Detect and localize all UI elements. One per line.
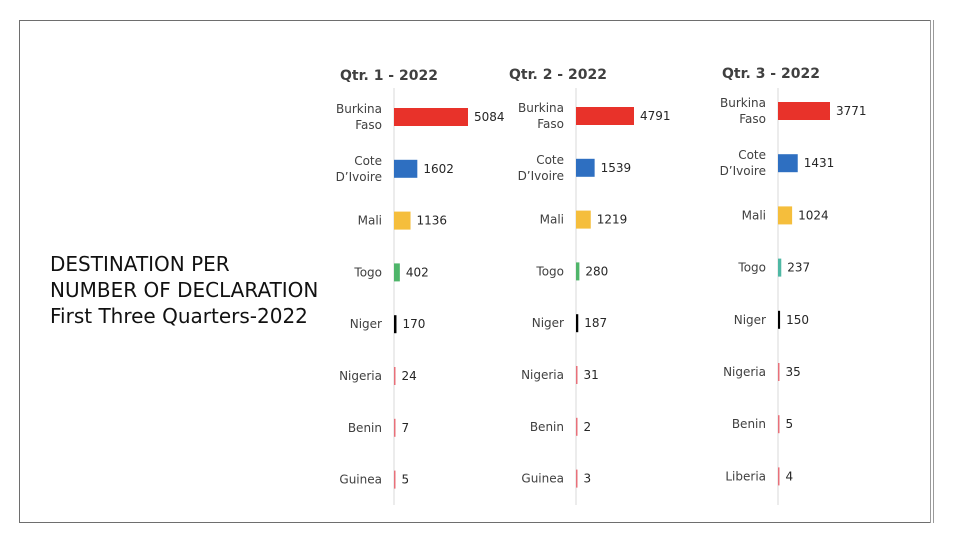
slide-frame-edge <box>930 20 934 523</box>
category-label: Burkina Faso <box>518 101 564 131</box>
bar <box>394 418 396 437</box>
bar <box>778 206 793 225</box>
data-label: 35 <box>786 365 801 379</box>
category-label: Togo <box>535 264 564 278</box>
data-label: 1136 <box>417 214 448 228</box>
category-label: Guinea <box>339 473 382 487</box>
data-label: 170 <box>402 317 425 331</box>
bar <box>576 314 579 333</box>
category-label: Nigeria <box>723 365 766 379</box>
bar <box>576 469 578 488</box>
data-label: 7 <box>402 421 410 435</box>
category-label: Cote D’Ivoire <box>336 154 382 184</box>
bar <box>576 417 578 436</box>
data-label: 5 <box>402 473 410 487</box>
chart-panel-q3: Qtr. 3 - 2022 Burkina Faso 3771 Cote D’Ivoire… <box>720 66 867 505</box>
category-label: Mali <box>540 213 564 227</box>
category-label: Mali <box>742 208 766 222</box>
data-label: 280 <box>585 264 608 278</box>
bar <box>394 367 396 385</box>
bar <box>576 366 578 384</box>
data-label: 2 <box>584 420 592 434</box>
data-label: 3 <box>584 472 592 486</box>
data-label: 4 <box>786 469 794 483</box>
data-label: 1602 <box>423 162 454 176</box>
bar <box>394 315 397 334</box>
bar <box>576 158 595 177</box>
bar <box>394 211 411 230</box>
category-label: Togo <box>737 261 766 275</box>
category-label: Liberia <box>725 469 766 483</box>
data-label: 5084 <box>474 110 505 124</box>
bar <box>394 470 396 489</box>
data-label: 402 <box>406 265 429 279</box>
category-label: Mali <box>358 214 382 228</box>
data-label: 1219 <box>597 213 628 227</box>
data-label: 237 <box>787 261 810 275</box>
data-label: 1539 <box>601 161 632 175</box>
heading-line-1: DESTINATION PER <box>50 252 230 276</box>
data-label: 1024 <box>798 208 829 222</box>
bar <box>576 107 634 125</box>
category-label: Cote D’Ivoire <box>518 153 564 183</box>
bar <box>778 102 830 120</box>
bar <box>778 154 798 173</box>
bar <box>778 310 781 329</box>
bar <box>394 159 418 178</box>
category-label: Niger <box>734 313 766 327</box>
panel-title: Qtr. 2 - 2022 <box>509 67 607 83</box>
chart-panel-q1: Qtr. 1 - 2022 Burkina Faso 5084 Cote D’Ivoire… <box>336 68 505 505</box>
category-label: Togo <box>353 265 382 279</box>
category-label: Guinea <box>521 472 564 486</box>
bar <box>778 467 780 486</box>
bar <box>576 210 591 229</box>
bar <box>576 262 580 281</box>
chart-panel-q2: Qtr. 2 - 2022 Burkina Faso 4791 Cote D’Ivoire… <box>509 67 671 505</box>
category-label: Burkina Faso <box>720 96 766 126</box>
category-label: Nigeria <box>339 369 382 383</box>
category-label: Benin <box>530 420 564 434</box>
bar <box>394 108 468 126</box>
category-label: Cote D’Ivoire <box>720 148 766 178</box>
slide-heading: DESTINATION PER NUMBER OF DECLARATION Fi… <box>50 251 318 329</box>
category-label: Burkina Faso <box>336 102 382 132</box>
data-label: 150 <box>786 313 809 327</box>
data-label: 4791 <box>640 109 671 123</box>
data-label: 31 <box>584 368 599 382</box>
category-label: Benin <box>732 417 766 431</box>
data-label: 187 <box>584 316 607 330</box>
bar <box>778 363 780 381</box>
panel-title: Qtr. 1 - 2022 <box>340 68 438 84</box>
category-label: Nigeria <box>521 368 564 382</box>
category-label: Niger <box>532 316 564 330</box>
data-label: 24 <box>402 369 417 383</box>
bar <box>394 263 400 282</box>
category-label: Benin <box>348 421 382 435</box>
bar <box>778 258 782 277</box>
category-label: Niger <box>350 317 382 331</box>
panel-title: Qtr. 3 - 2022 <box>722 66 820 82</box>
data-label: 3771 <box>836 104 867 118</box>
heading-line-3: First Three Quarters-2022 <box>50 304 308 328</box>
data-label: 5 <box>786 417 794 431</box>
data-label: 1431 <box>804 156 835 170</box>
heading-line-2: NUMBER OF DECLARATION <box>50 278 319 302</box>
bar <box>778 415 780 434</box>
